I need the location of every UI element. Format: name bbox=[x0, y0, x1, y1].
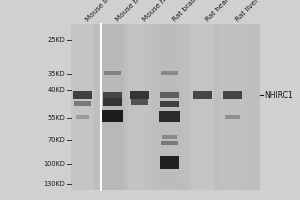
Text: 130KD: 130KD bbox=[43, 181, 65, 187]
Bar bbox=[161, 71, 178, 75]
Text: Rat liver: Rat liver bbox=[234, 0, 260, 23]
Text: 25KD: 25KD bbox=[47, 37, 65, 43]
Bar bbox=[70, 24, 260, 190]
Bar bbox=[193, 91, 212, 99]
Text: Mouse brain: Mouse brain bbox=[114, 0, 149, 23]
Bar bbox=[104, 71, 121, 75]
Bar bbox=[131, 99, 148, 105]
Bar bbox=[73, 91, 92, 99]
Text: Mouse liver: Mouse liver bbox=[84, 0, 118, 23]
Bar bbox=[223, 91, 242, 99]
Bar bbox=[102, 110, 123, 122]
Bar bbox=[101, 24, 124, 190]
Text: 40KD: 40KD bbox=[47, 87, 65, 93]
Bar bbox=[225, 115, 240, 119]
Bar bbox=[71, 24, 94, 190]
Bar bbox=[159, 110, 180, 122]
Bar bbox=[162, 135, 177, 139]
Bar bbox=[160, 101, 179, 107]
Bar bbox=[76, 115, 89, 119]
Bar bbox=[161, 141, 178, 145]
Bar bbox=[158, 24, 181, 190]
Bar bbox=[160, 156, 179, 168]
Text: 35KD: 35KD bbox=[47, 71, 65, 77]
Bar bbox=[74, 100, 91, 106]
Bar bbox=[103, 92, 122, 98]
Bar bbox=[103, 98, 122, 106]
Text: Mouse heart: Mouse heart bbox=[141, 0, 177, 23]
Text: 55KD: 55KD bbox=[47, 115, 65, 121]
Text: 100KD: 100KD bbox=[43, 161, 65, 167]
Bar bbox=[130, 91, 149, 99]
Text: Rat heart: Rat heart bbox=[204, 0, 232, 23]
Bar bbox=[160, 92, 179, 98]
Text: Rat brain: Rat brain bbox=[171, 0, 199, 23]
Text: 70KD: 70KD bbox=[47, 137, 65, 143]
Text: NHIRC1: NHIRC1 bbox=[264, 90, 293, 99]
Bar bbox=[191, 24, 214, 190]
Bar bbox=[128, 24, 151, 190]
Bar bbox=[221, 24, 244, 190]
